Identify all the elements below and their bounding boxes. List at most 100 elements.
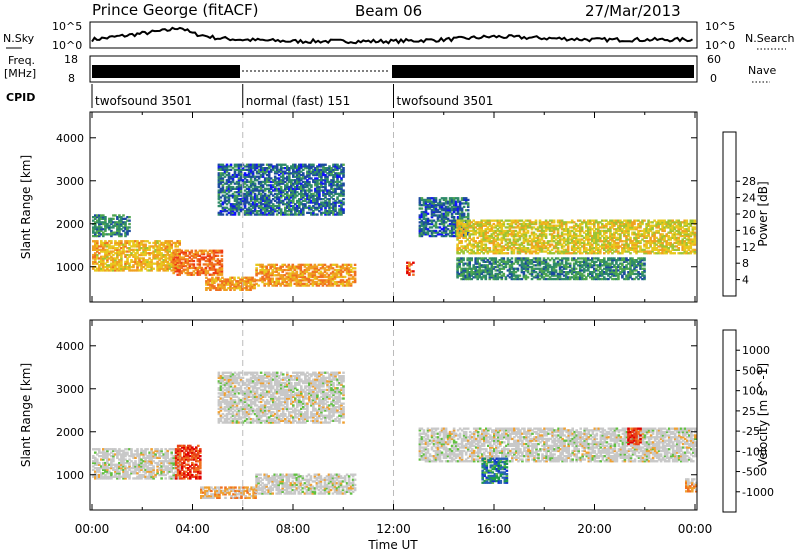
scatter-cell bbox=[631, 222, 634, 226]
scatter-cell bbox=[338, 199, 341, 202]
scatter-cell bbox=[534, 219, 538, 222]
scatter-cell bbox=[329, 275, 333, 279]
scatter-cell bbox=[438, 202, 442, 205]
scatter-cell bbox=[568, 234, 572, 238]
scatter-cell bbox=[667, 247, 670, 250]
scatter-cell bbox=[669, 228, 672, 231]
scatter-cell bbox=[219, 187, 223, 190]
scatter-cell bbox=[289, 275, 293, 279]
scatter-cell bbox=[424, 212, 428, 215]
scatter-cell bbox=[309, 279, 313, 282]
scatter-cell bbox=[576, 226, 580, 229]
scatter-cell bbox=[112, 217, 115, 220]
scatter-cell bbox=[312, 192, 315, 196]
scatter-cell bbox=[281, 191, 285, 194]
scatter-cell bbox=[146, 247, 149, 250]
scatter-cell bbox=[94, 252, 97, 255]
scatter-cell bbox=[108, 257, 111, 260]
scatter-cell bbox=[552, 228, 556, 231]
scatter-cell bbox=[605, 219, 608, 222]
scatter-cell bbox=[257, 185, 261, 189]
scatter-cell bbox=[306, 165, 309, 168]
noise-left-tick-top: 10^5 bbox=[52, 20, 82, 33]
scatter-cell bbox=[229, 185, 233, 189]
scatter-cell bbox=[318, 189, 321, 192]
scatter-cell bbox=[665, 250, 668, 253]
scatter-cell bbox=[275, 182, 279, 185]
scatter-cell bbox=[304, 180, 307, 184]
scatter-cell bbox=[295, 265, 299, 268]
scatter-cell bbox=[275, 165, 279, 168]
scatter-cell bbox=[454, 219, 458, 222]
scatter-cell bbox=[335, 263, 339, 266]
scatter-cell bbox=[271, 211, 275, 214]
scatter-cell bbox=[142, 248, 145, 251]
scatter-cell bbox=[611, 240, 614, 243]
scatter-cell bbox=[663, 229, 666, 233]
scatter-cell bbox=[446, 212, 450, 215]
scatter-cell bbox=[476, 247, 479, 250]
scatter-cell bbox=[148, 241, 151, 245]
scatter-cell bbox=[188, 253, 192, 256]
scatter-cell bbox=[426, 221, 430, 224]
scatter-cell bbox=[243, 192, 247, 196]
scatter-cell bbox=[444, 214, 448, 217]
scatter-cell bbox=[340, 208, 343, 211]
scatter-cell bbox=[166, 248, 169, 251]
scatter-cell bbox=[251, 206, 255, 209]
scatter-cell bbox=[214, 249, 218, 252]
scatter-cell bbox=[480, 222, 483, 226]
scatter-cell bbox=[609, 228, 612, 231]
scatter-cell bbox=[488, 221, 492, 224]
scatter-cell bbox=[647, 224, 650, 227]
scatter-cell bbox=[247, 203, 251, 206]
scatter-cell bbox=[172, 258, 175, 261]
scatter-cell bbox=[298, 206, 301, 209]
scatter-cell bbox=[172, 265, 175, 268]
scatter-cell bbox=[263, 170, 267, 173]
scatter-cell bbox=[265, 173, 269, 177]
scatter-cell bbox=[347, 284, 351, 287]
scatter-cell bbox=[338, 180, 341, 184]
scatter-cell bbox=[574, 224, 578, 227]
scatter-cell bbox=[482, 252, 485, 255]
scatter-cell bbox=[641, 219, 644, 222]
scatter-cell bbox=[114, 265, 117, 269]
scatter-cell bbox=[308, 198, 311, 201]
scatter-cell bbox=[671, 248, 674, 251]
scatter-cell bbox=[138, 241, 141, 245]
scatter-cell bbox=[257, 168, 261, 171]
scatter-cell bbox=[217, 192, 221, 196]
scatter-cell bbox=[273, 282, 276, 285]
scatter-cell bbox=[322, 191, 325, 194]
scatter-cell bbox=[247, 172, 251, 175]
scatter-cell bbox=[247, 276, 250, 279]
scatter-cell bbox=[540, 247, 544, 250]
scatter-cell bbox=[247, 211, 251, 214]
scatter-cell bbox=[186, 266, 190, 270]
scatter-cell bbox=[291, 279, 295, 282]
scatter-cell bbox=[196, 253, 200, 256]
scatter-cell bbox=[316, 203, 319, 206]
scatter-cell bbox=[492, 243, 496, 246]
scatter-cell bbox=[522, 250, 526, 253]
scatter-cell bbox=[320, 177, 323, 180]
scatter-cell bbox=[190, 263, 194, 266]
scatter-cell bbox=[255, 279, 258, 282]
scatter-cell bbox=[591, 236, 594, 239]
noise-sky-trace bbox=[91, 26, 694, 45]
scatter-cell bbox=[300, 191, 303, 194]
scatter-cell bbox=[595, 219, 598, 222]
scatter-cell bbox=[480, 229, 483, 233]
scatter-cell bbox=[316, 191, 319, 194]
scatter-cell bbox=[298, 177, 301, 180]
scatter-cell bbox=[466, 214, 470, 217]
scatter-cell bbox=[292, 192, 295, 196]
scatter-cell bbox=[520, 248, 524, 251]
scatter-cell bbox=[304, 182, 307, 185]
scatter-cell bbox=[318, 173, 321, 177]
scatter-cell bbox=[208, 254, 212, 257]
scatter-cell bbox=[118, 259, 121, 262]
scatter-cell bbox=[619, 221, 622, 224]
scatter-cell bbox=[144, 252, 147, 255]
